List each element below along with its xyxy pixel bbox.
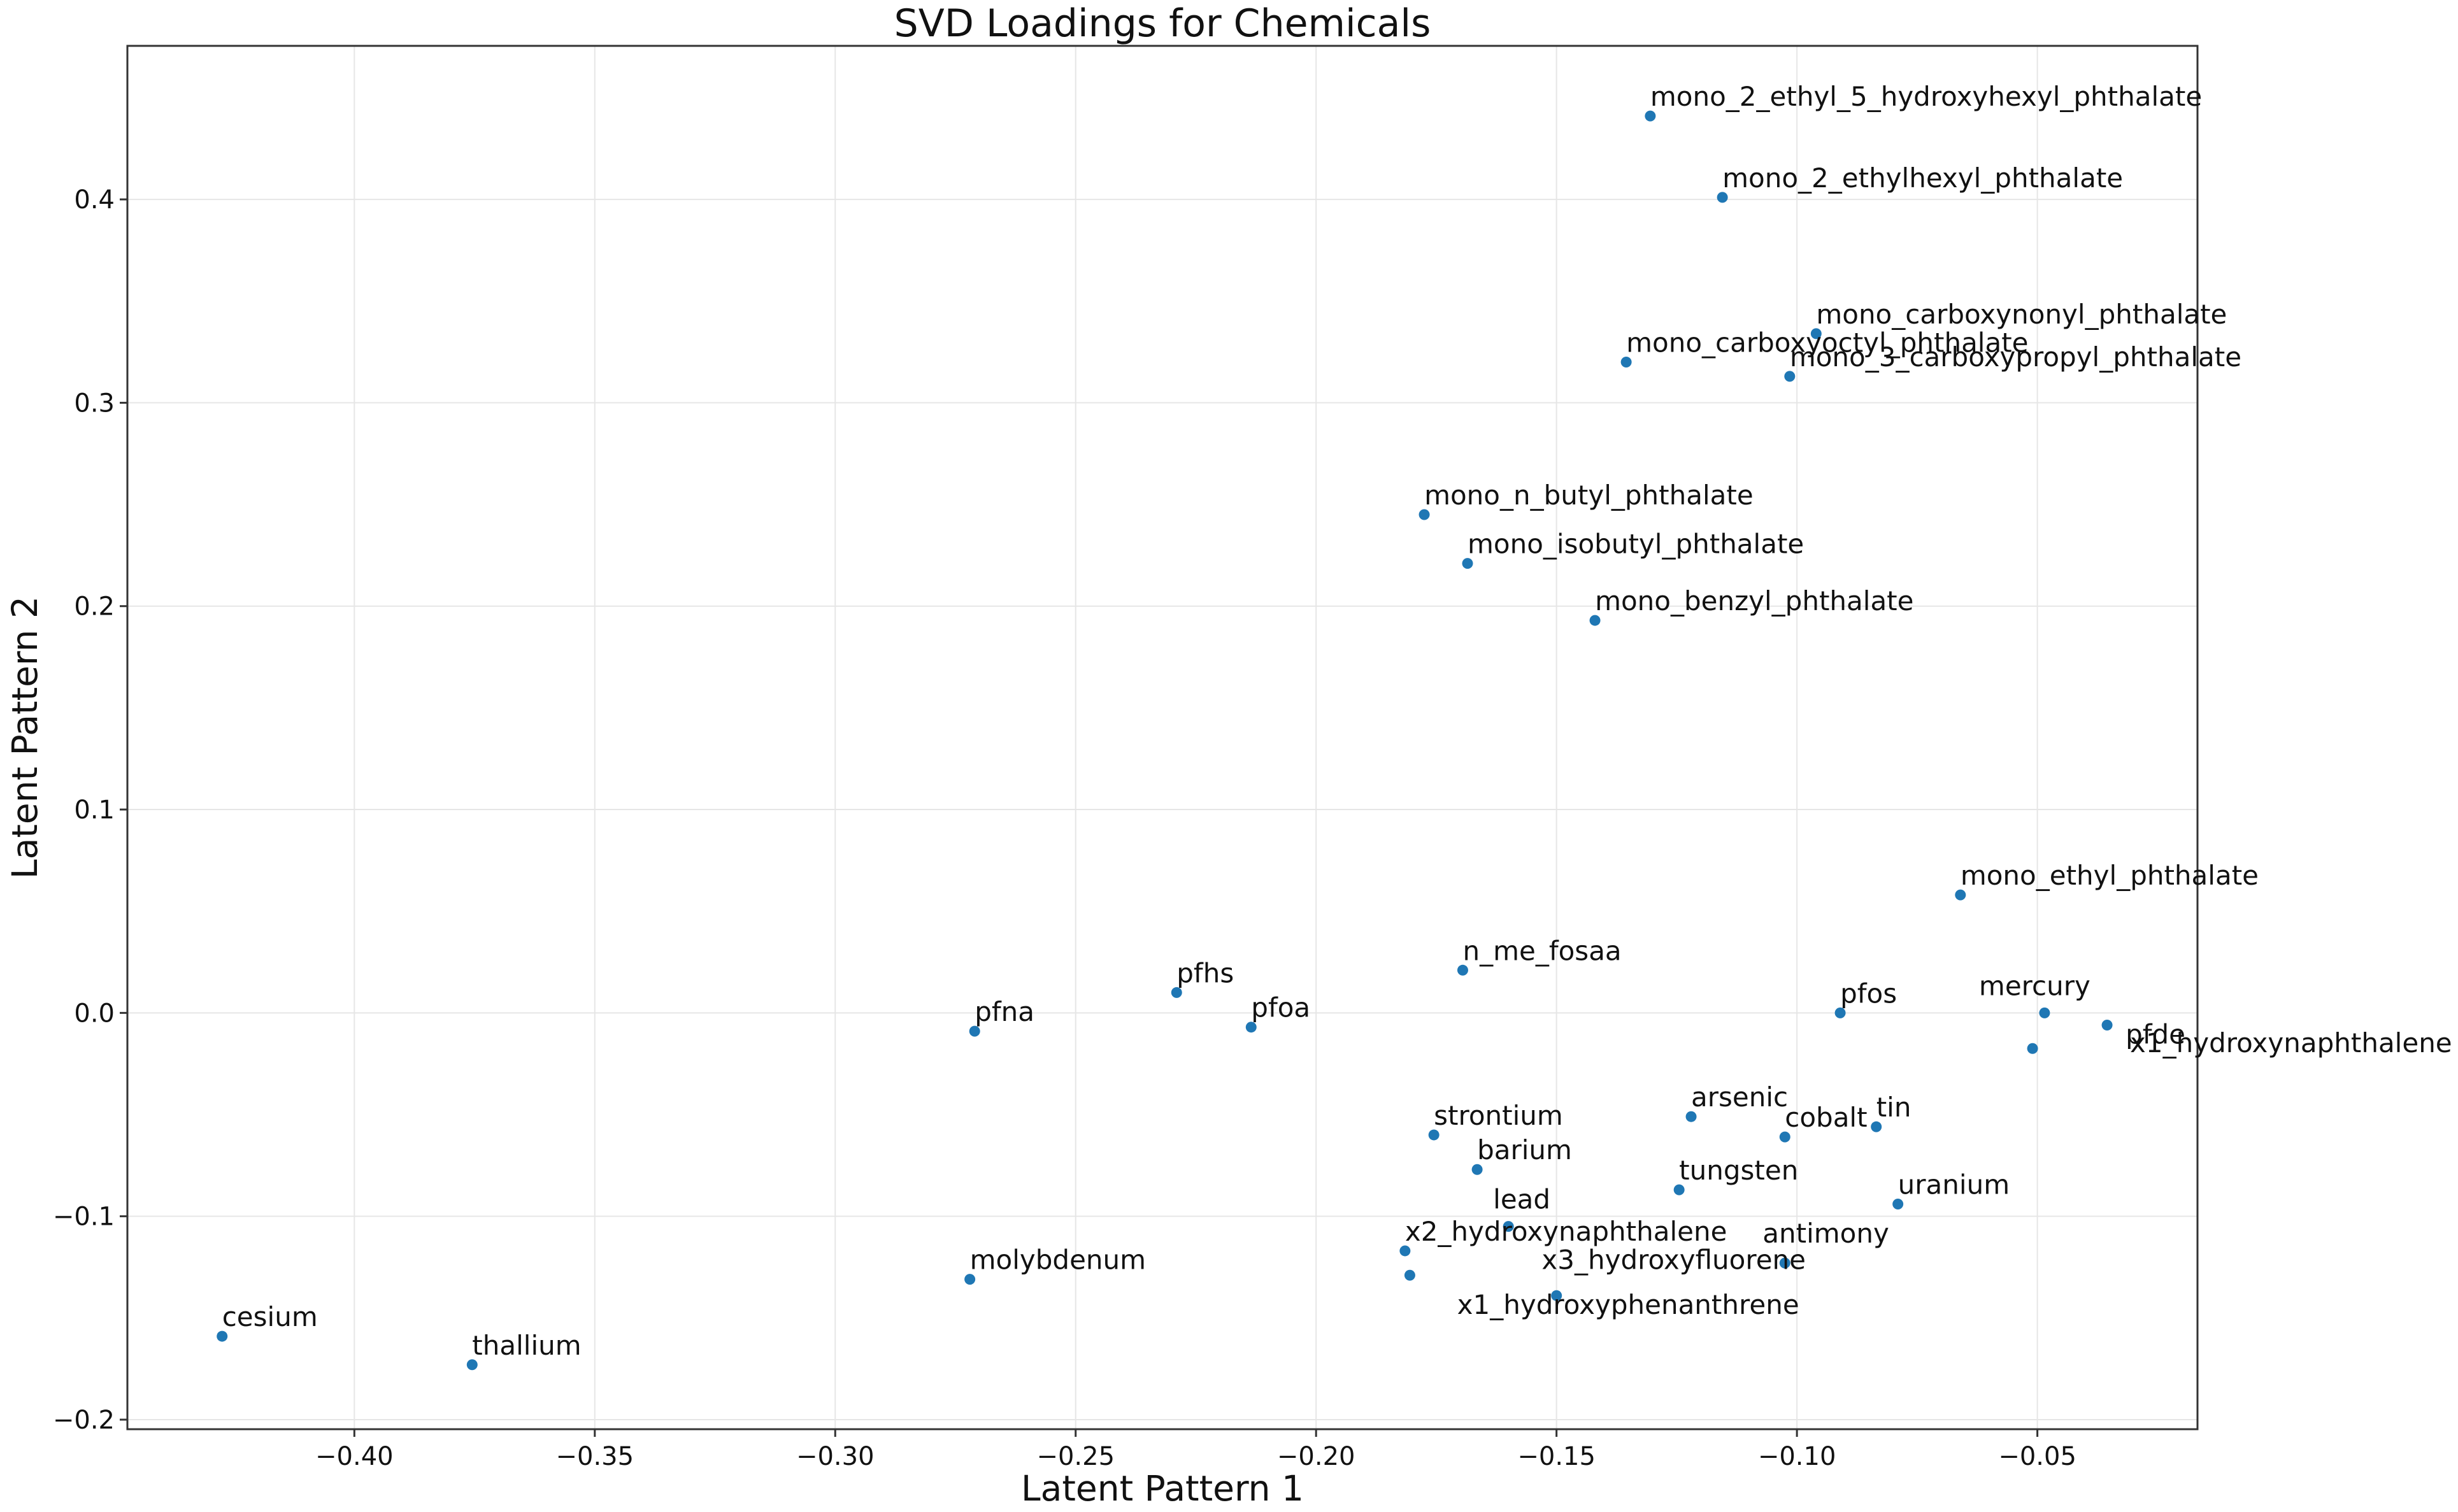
data-point [1457,964,1468,976]
y-tick-label: 0.3 [74,389,115,418]
point-label: pfoa [1251,992,1310,1023]
data-point [1645,110,1656,122]
point-label: mono_carboxynonyl_phthalate [1816,299,2227,330]
data-point [1779,1131,1790,1143]
grid-layer [127,46,2197,1429]
x-tick-label: −0.40 [315,1442,394,1471]
point-label: tungsten [1679,1155,1798,1186]
point-label: x1_hydroxyphenanthrene [1457,1289,1799,1320]
data-point [1245,1022,1257,1033]
y-tick-label: −0.2 [53,1406,115,1435]
point-label: mono_3_carboxypropyl_phthalate [1790,341,2241,373]
data-point [1685,1111,1697,1122]
point-label: barium [1477,1134,1572,1166]
x-tick-label: −0.15 [1517,1442,1596,1471]
point-label: mono_benzyl_phthalate [1595,585,1913,617]
point-label: thallium [472,1330,581,1361]
point-label: mono_ethyl_phthalate [1961,860,2259,891]
point-label: n_me_fosaa [1462,935,1621,966]
data-point [2101,1020,2113,1031]
data-point [1871,1121,1882,1132]
point-label: pfhs [1176,957,1234,988]
x-tick-label: −0.05 [1998,1442,2076,1471]
data-point [1620,357,1632,368]
y-tick-label: 0.2 [74,592,115,622]
point-label: cesium [222,1301,318,1332]
data-point [1503,1221,1514,1232]
x-tick-label: −0.10 [1758,1442,1836,1471]
y-tick-label: 0.0 [74,999,115,1028]
point-label: molybdenum [970,1245,1146,1276]
data-point [2039,1007,2050,1018]
data-point [1955,889,1966,901]
data-point [1171,987,1182,998]
chart-title: SVD Loadings for Chemicals [894,1,1431,46]
data-point [1779,1257,1790,1269]
x-tick-label: −0.20 [1277,1442,1355,1471]
data-point [1399,1245,1411,1257]
y-tick-label: −0.1 [53,1202,115,1232]
x-axis-label: Latent Pattern 1 [1021,1468,1304,1509]
point-label: mono_2_ethylhexyl_phthalate [1722,162,2123,194]
data-point [1717,192,1728,203]
data-point [1418,509,1430,520]
point-label: arsenic [1691,1081,1788,1113]
data-point [1462,558,1473,569]
point-label: mono_2_ethyl_5_hydroxyhexyl_phthalate [1650,81,2202,112]
data-point [1673,1184,1685,1195]
data-point [466,1359,478,1371]
point-label: mono_n_butyl_phthalate [1424,480,1754,511]
data-point [1551,1290,1562,1301]
data-point [1404,1269,1415,1281]
tick-layer: −0.40 −0.35 −0.30 −0.25 −0.20 −0.15 −0.10 −0.05… [53,185,2076,1471]
point-label: x2_hydroxynaphthalene [1405,1216,1727,1247]
point-label: mono_carboxyoctyl_phthalate [1626,327,2028,359]
data-point [1784,371,1796,382]
data-point [969,1025,980,1037]
point-label: pfos [1840,978,1897,1009]
plot-frame [126,45,2199,1430]
y-tick-label: 0.1 [74,795,115,825]
data-point [1589,615,1601,626]
y-axis-label: Latent Pattern 2 [4,596,45,879]
point-label: strontium [1434,1100,1563,1131]
point-label: pfna [975,996,1034,1027]
point-label: mono_isobutyl_phthalate [1468,529,1804,560]
data-point [1834,1007,1846,1018]
data-point [1810,328,1822,339]
point-label: x3_hydroxyfluorene [1541,1244,1806,1275]
label-layer: mono_2_ethyl_5_hydroxyhexyl_phthalatemon… [222,81,2452,1361]
data-point [1471,1164,1483,1175]
point-label: tin [1876,1092,1911,1123]
x-tick-label: −0.35 [556,1442,634,1471]
point-layer [217,110,2113,1371]
x-tick-label: −0.25 [1036,1442,1115,1471]
point-label: cobalt [1785,1102,1867,1133]
data-point [217,1330,228,1342]
point-label: antimony [1762,1218,1889,1249]
data-point [1428,1129,1440,1141]
y-tick-label: 0.4 [74,185,115,215]
data-point [1892,1199,1904,1210]
point-label: lead [1493,1184,1550,1215]
data-point [964,1274,976,1285]
x-tick-label: −0.30 [796,1442,875,1471]
point-label: mercury [1979,970,2090,1001]
data-point [2027,1043,2038,1054]
point-label: uranium [1898,1169,2010,1201]
point-label: pfde [2126,1019,2185,1050]
point-label: x1_hydroxynaphthalene [2130,1027,2452,1059]
